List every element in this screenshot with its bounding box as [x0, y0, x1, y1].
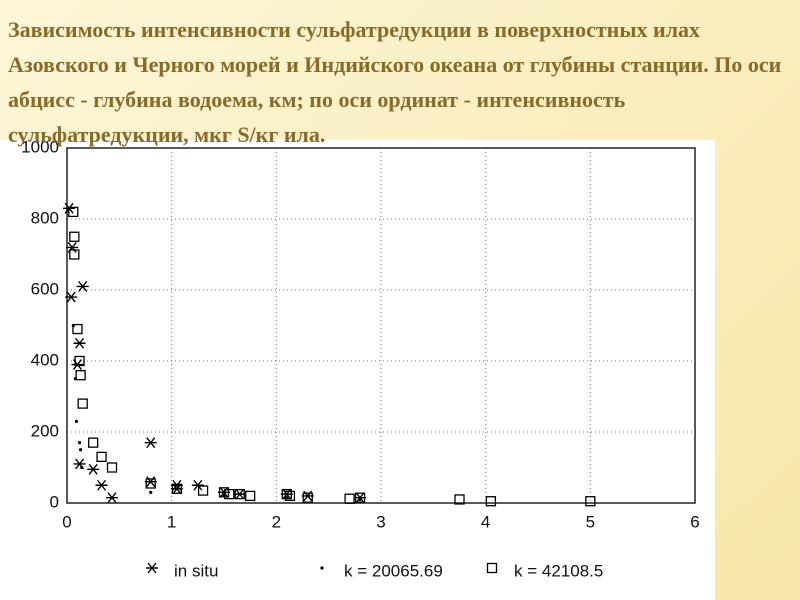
square-marker	[486, 562, 498, 574]
dot-marker	[77, 441, 82, 445]
dot-marker	[74, 419, 79, 423]
square-marker	[224, 488, 235, 500]
x-tick-label: 4	[481, 512, 490, 531]
asterisk-marker	[106, 492, 119, 504]
square-marker	[68, 206, 79, 218]
square-marker	[88, 437, 99, 448]
dot-marker	[149, 490, 153, 494]
square-marker	[96, 451, 107, 463]
y-tick-label: 0	[50, 492, 59, 511]
y-tick-label: 400	[31, 350, 59, 369]
square-marker	[69, 231, 80, 242]
square-marker	[171, 483, 183, 494]
x-tick-label: 2	[272, 512, 281, 531]
y-tick-label: 800	[31, 208, 59, 227]
dot-marker	[80, 465, 84, 470]
y-tick-label: 1000	[21, 137, 59, 156]
y-tick-label: 600	[31, 279, 59, 298]
square-marker	[106, 462, 118, 473]
x-tick-label: 3	[376, 512, 385, 531]
square-marker	[77, 398, 88, 409]
legend-label: k = 20065.69	[344, 561, 443, 580]
square-marker	[74, 355, 85, 367]
chart-background	[0, 140, 715, 600]
asterisk-marker	[76, 281, 89, 292]
x-tick-label: 5	[586, 512, 595, 531]
square-marker	[284, 490, 296, 502]
square-marker	[454, 494, 465, 505]
dot-marker	[320, 566, 324, 570]
asterisk-marker	[144, 437, 157, 449]
square-marker	[281, 488, 292, 500]
slide-title: Зависимость интенсивности сульфатредукци…	[8, 17, 782, 147]
y-tick-label: 200	[31, 421, 59, 440]
asterisk-marker	[65, 291, 78, 303]
square-marker	[234, 488, 245, 500]
asterisk-marker	[87, 463, 100, 475]
legend-label: k = 42108.5	[514, 561, 603, 580]
square-marker	[72, 323, 83, 335]
square-marker	[145, 478, 156, 489]
square-marker	[302, 492, 313, 503]
square-marker	[197, 485, 209, 496]
asterisk-marker	[191, 479, 204, 491]
x-tick-label: 0	[62, 512, 71, 531]
x-tick-label: 6	[690, 512, 699, 531]
square-marker	[218, 487, 230, 498]
square-marker	[354, 492, 366, 503]
x-tick-label: 1	[167, 512, 176, 531]
square-marker	[75, 370, 86, 381]
legend-label: in situ	[174, 561, 218, 580]
dot-marker	[358, 497, 362, 502]
asterisk-marker	[95, 479, 108, 491]
asterisk-marker	[73, 337, 86, 349]
square-marker	[585, 496, 596, 507]
square-marker	[69, 249, 80, 260]
dot-marker	[79, 448, 83, 452]
square-marker	[485, 496, 497, 507]
square-marker	[344, 493, 355, 504]
asterisk-marker	[146, 562, 158, 574]
square-marker	[245, 490, 256, 502]
plot-frame	[66, 147, 696, 504]
